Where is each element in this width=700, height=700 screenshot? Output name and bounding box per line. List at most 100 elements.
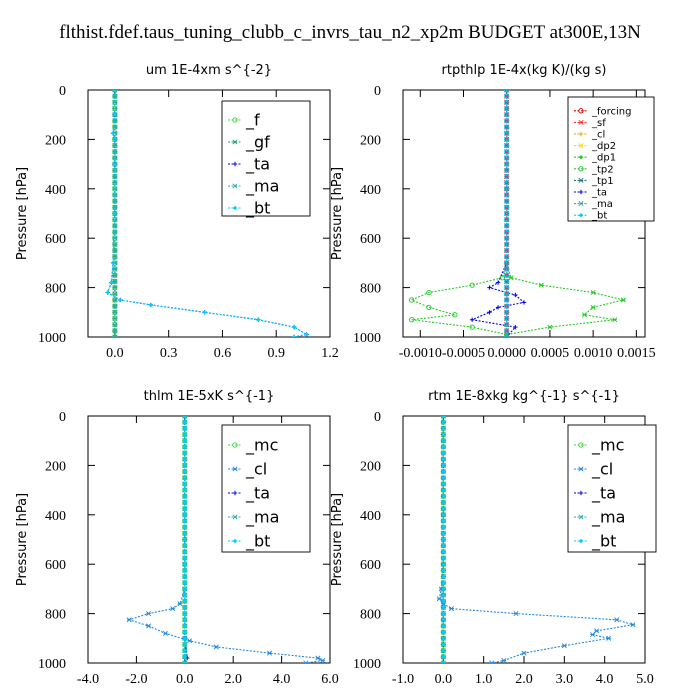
y-axis-label: Pressure [hPa] bbox=[15, 167, 30, 260]
data-point bbox=[441, 487, 446, 493]
data-point bbox=[504, 229, 510, 235]
legend-marker bbox=[578, 119, 584, 125]
data-point bbox=[504, 167, 510, 173]
data-point bbox=[182, 438, 187, 443]
legend-label: _mc bbox=[591, 436, 624, 456]
data-point bbox=[504, 278, 510, 285]
data-point bbox=[538, 282, 544, 288]
data-point bbox=[504, 174, 509, 179]
x-tick-label: -0.0010 bbox=[399, 346, 442, 361]
panel-title: um 1E-4xm s^{-2} bbox=[146, 63, 272, 78]
legend-marker bbox=[232, 466, 238, 472]
series-ta bbox=[469, 90, 527, 337]
data-point bbox=[441, 518, 446, 524]
data-point bbox=[112, 334, 118, 337]
legend-marker bbox=[232, 205, 238, 211]
legend-label: _tp2 bbox=[591, 164, 614, 175]
y-tick-label: 200 bbox=[360, 133, 381, 148]
x-tick-label: -4.0 bbox=[77, 672, 99, 687]
data-point bbox=[145, 611, 152, 617]
data-point bbox=[182, 629, 187, 635]
y-tick-label: 400 bbox=[360, 183, 381, 198]
data-point bbox=[504, 321, 510, 328]
data-point bbox=[504, 192, 509, 198]
data-point bbox=[441, 444, 446, 450]
data-point bbox=[112, 272, 118, 278]
series-bt bbox=[504, 90, 510, 337]
x-tick-label: 2.0 bbox=[515, 672, 533, 687]
data-point bbox=[182, 500, 187, 505]
data-point bbox=[441, 506, 446, 511]
x-tick-label: -0.0005 bbox=[442, 346, 485, 361]
data-point bbox=[304, 332, 309, 337]
data-point bbox=[441, 450, 446, 456]
data-point bbox=[504, 168, 509, 173]
data-point bbox=[612, 317, 618, 323]
data-point bbox=[504, 142, 510, 149]
data-point bbox=[182, 426, 187, 431]
data-point bbox=[504, 254, 509, 259]
data-point bbox=[182, 432, 187, 437]
data-point bbox=[112, 223, 118, 229]
panel-4: rtm 1E-8xkg kg^{-1} s^{-1} Pressure [hPa]… bbox=[330, 389, 657, 687]
data-point bbox=[112, 173, 118, 180]
data-point bbox=[561, 643, 567, 649]
data-point bbox=[182, 549, 187, 555]
data-point bbox=[581, 312, 588, 318]
series-bt bbox=[182, 416, 187, 663]
data-point bbox=[182, 592, 187, 598]
legend-label: _bt bbox=[245, 532, 270, 552]
data-point bbox=[182, 469, 187, 474]
data-point bbox=[112, 137, 118, 142]
legend-label: _ta bbox=[245, 155, 270, 175]
data-point bbox=[504, 334, 510, 337]
data-point bbox=[182, 555, 187, 561]
plot-area bbox=[126, 416, 326, 663]
data-point bbox=[148, 302, 153, 308]
data-point bbox=[594, 628, 600, 634]
data-point bbox=[436, 596, 442, 602]
data-point bbox=[630, 622, 636, 628]
data-point bbox=[504, 229, 509, 235]
data-point bbox=[112, 204, 118, 210]
data-point bbox=[112, 241, 118, 247]
data-point bbox=[182, 617, 187, 622]
data-point bbox=[441, 555, 446, 561]
y-tick-label: 800 bbox=[45, 282, 66, 297]
data-point bbox=[320, 658, 326, 663]
data-point bbox=[504, 143, 509, 148]
legend-label: _bt bbox=[591, 532, 616, 552]
data-point bbox=[513, 324, 518, 330]
data-point bbox=[112, 266, 118, 272]
legend-marker bbox=[232, 139, 238, 145]
data-point bbox=[182, 487, 187, 493]
data-point bbox=[441, 463, 446, 468]
data-point bbox=[504, 161, 510, 167]
data-point bbox=[182, 562, 187, 567]
data-point bbox=[182, 419, 187, 425]
data-point bbox=[504, 291, 510, 297]
data-point bbox=[441, 629, 446, 635]
data-point bbox=[441, 481, 446, 487]
x-tick-label: 0.0010 bbox=[574, 346, 613, 361]
data-point bbox=[112, 285, 118, 291]
data-point bbox=[441, 611, 446, 616]
legend-marker bbox=[232, 490, 238, 496]
legend-marker bbox=[232, 442, 238, 448]
data-point bbox=[620, 297, 626, 303]
data-point bbox=[504, 328, 510, 334]
plot-frame bbox=[87, 89, 331, 338]
data-point bbox=[504, 136, 510, 143]
legend-label: _tp1 bbox=[591, 176, 614, 187]
data-point bbox=[182, 475, 187, 480]
data-point bbox=[504, 124, 510, 130]
legend-marker bbox=[578, 189, 584, 195]
data-point bbox=[182, 494, 187, 499]
series-line bbox=[470, 90, 526, 337]
data-point bbox=[441, 512, 446, 517]
y-tick-label: 200 bbox=[360, 459, 381, 474]
x-tick-label: 2.0 bbox=[224, 672, 242, 687]
legend-marker bbox=[578, 177, 584, 183]
legend-label: _mc bbox=[245, 436, 278, 456]
data-point bbox=[291, 334, 297, 337]
